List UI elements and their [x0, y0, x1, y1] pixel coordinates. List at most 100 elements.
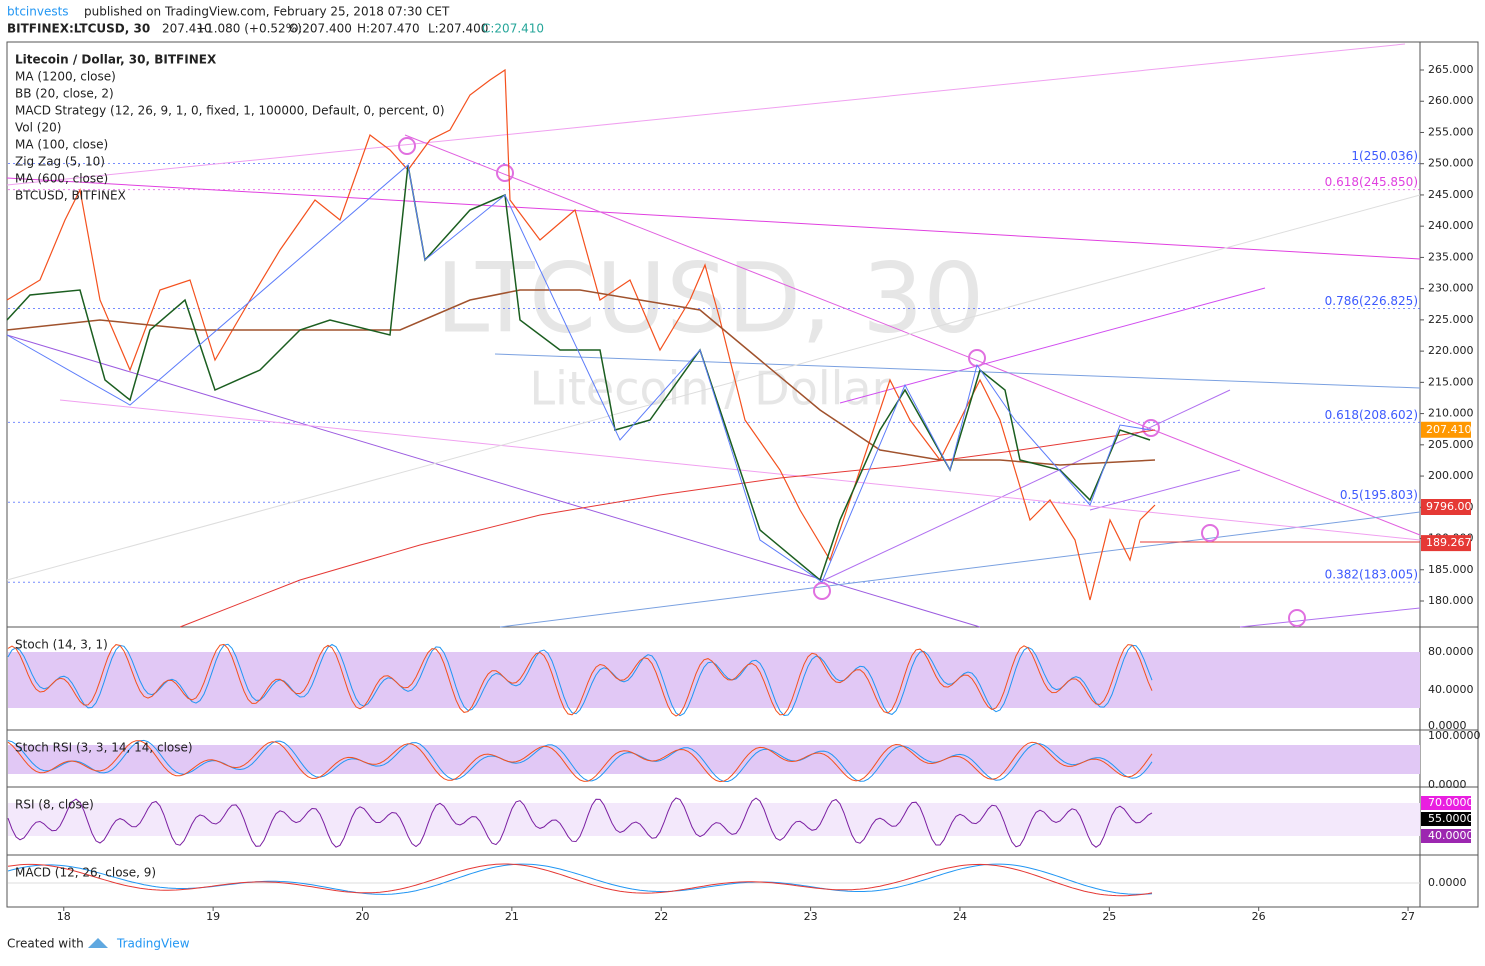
fib-label: 0.382(183.005) — [1325, 568, 1418, 582]
btc-tag-label: 9796.00 — [1426, 500, 1472, 513]
pane-title: Stoch RSI (3, 3, 14, 14, close) — [15, 741, 193, 755]
chart-frame — [6, 41, 1479, 908]
pane-tick-label: 55.0000 — [1428, 812, 1474, 825]
y-tick-label: 210.000 — [1428, 407, 1474, 420]
last: 207.410 — [162, 22, 212, 36]
zigzag — [6, 164, 1152, 583]
fib-label: 0.618(245.850) — [1325, 175, 1418, 189]
oscillator-line — [7, 863, 1153, 897]
fib-label: 0.618(208.602) — [1325, 408, 1418, 422]
trend-line — [494, 353, 1421, 389]
y-tick-label: 225.000 — [1428, 313, 1474, 326]
watermark-symbol: LTCUSD, 30 — [436, 242, 985, 354]
stoch-band — [8, 652, 1420, 708]
x-tick-label: 20 — [355, 910, 369, 923]
legend-item: Vol (20) — [15, 121, 61, 135]
price-tag — [1421, 535, 1471, 552]
brand[interactable]: TradingView — [116, 937, 190, 951]
price-tag — [1421, 421, 1471, 438]
pane-tick-label: 40.0000 — [1428, 683, 1474, 696]
trend-line — [499, 511, 1421, 628]
author[interactable]: btcinvests — [7, 5, 69, 19]
pane-tick-label: 70.0000 — [1428, 796, 1474, 809]
x-tick-label: 24 — [953, 910, 967, 923]
legend-item: BB (20, close, 2) — [15, 87, 114, 101]
pane-tick-label: 0.0000 — [1428, 778, 1467, 791]
pane-tag — [1421, 829, 1471, 843]
trend-line — [1089, 469, 1241, 511]
pane-title: RSI (8, close) — [15, 798, 94, 812]
ma-line — [6, 289, 1156, 466]
price-line — [6, 164, 1151, 582]
trend-line — [819, 389, 1231, 583]
oscillator-line — [7, 643, 1153, 717]
trend-line — [1239, 607, 1421, 628]
legend-item: MACD Strategy (12, 26, 9, 1, 0, fixed, 1… — [15, 104, 445, 118]
btc-tag — [1421, 499, 1471, 515]
pane-title: MACD (12, 26, close, 9) — [15, 866, 156, 880]
pane-tag — [1421, 796, 1471, 810]
ma-line — [179, 429, 1156, 628]
y-tick-label: 235.000 — [1428, 250, 1474, 263]
y-tick-label: 220.000 — [1428, 344, 1474, 357]
legend-item: Zig Zag (5, 10) — [15, 155, 105, 169]
pivot — [398, 137, 416, 155]
low: L:207.400 — [428, 22, 488, 36]
change: +1.080 (+0.52%) — [196, 22, 302, 36]
trend-line — [6, 43, 1406, 186]
symbol: BITFINEX:LTCUSD, 30 — [7, 22, 150, 36]
rsi-band — [8, 803, 1420, 836]
x-tick-label: 25 — [1102, 910, 1116, 923]
oscillator-line — [7, 739, 1153, 783]
stochrsi-band — [8, 745, 1420, 774]
y-tick-label: 180.000 — [1428, 594, 1474, 607]
fib-label: 0.5(195.803) — [1340, 488, 1418, 502]
trend-line — [6, 194, 1421, 581]
y-tick-label: 200.000 — [1428, 469, 1474, 482]
legend-item: Litecoin / Dollar, 30, BITFINEX — [15, 53, 217, 67]
y-tick-label: 205.000 — [1428, 438, 1474, 451]
drawings — [6, 43, 1421, 628]
trend-line — [6, 177, 1421, 260]
created: Created with — [7, 937, 84, 951]
y-tick-label: 240.000 — [1428, 219, 1474, 232]
pane-tick-label: 100.0000 — [1428, 729, 1481, 742]
pane-tick-label: 80.0000 — [1428, 645, 1474, 658]
x-tick-label: 18 — [57, 910, 71, 923]
x-tick-label: 26 — [1252, 910, 1266, 923]
pivot — [1142, 419, 1160, 437]
high: H:207.470 — [357, 22, 420, 36]
logo — [88, 938, 108, 948]
y-tick-label: 260.000 — [1428, 94, 1474, 107]
pane-title: Stoch (14, 3, 1) — [15, 638, 108, 652]
trend-line — [839, 287, 1266, 404]
x-tick-label: 21 — [505, 910, 519, 923]
x-tick-label: 22 — [654, 910, 668, 923]
oscillator-line — [7, 740, 1153, 783]
pane-tick-label: 0.0000 — [1428, 719, 1467, 732]
trend-line — [404, 134, 1421, 536]
price-tag-label: 207.410 — [1426, 423, 1472, 436]
oscillator-line — [7, 797, 1153, 848]
pivot — [1201, 524, 1219, 542]
x-tick-label: 27 — [1401, 910, 1415, 923]
legend-item: MA (100, close) — [15, 138, 108, 152]
y-tick-label: 265.000 — [1428, 63, 1474, 76]
pivot — [813, 582, 831, 600]
legend-item: BTCUSD, BITFINEX — [15, 189, 126, 203]
y-tick-label: 185.000 — [1428, 563, 1474, 576]
legend-item: MA (600, close) — [15, 172, 108, 186]
btc-line — [6, 68, 1156, 601]
oscillator-line — [7, 643, 1153, 717]
fib-label: 1(250.036) — [1351, 149, 1418, 163]
fib-label: 0.786(226.825) — [1325, 294, 1418, 308]
close: C:207.410 — [482, 22, 544, 36]
y-tick-label: 245.000 — [1428, 188, 1474, 201]
pane-tag — [1421, 812, 1471, 826]
published: published on TradingView.com, February 2… — [84, 5, 450, 19]
open: O:207.400 — [289, 22, 352, 36]
legend-item: MA (1200, close) — [15, 70, 116, 84]
y-tick-label: 215.000 — [1428, 375, 1474, 388]
pivot — [496, 164, 514, 182]
